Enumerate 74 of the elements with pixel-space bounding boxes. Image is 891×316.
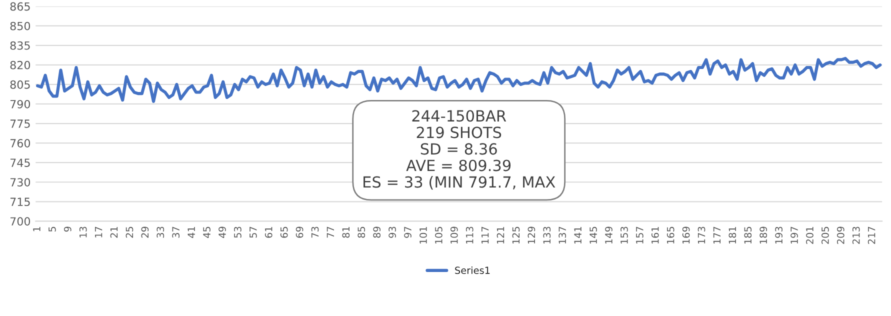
x-tick-label: 133 <box>543 226 551 244</box>
x-tick-label: 129 <box>528 226 536 244</box>
annotation: AVE = 809.39 <box>406 160 511 172</box>
y-tick-label: 790 <box>10 100 30 108</box>
x-tick-label: 81 <box>342 226 350 238</box>
x-tick-label: 21 <box>110 226 118 238</box>
x-tick-label: 213 <box>852 226 860 244</box>
x-tick-label: 153 <box>620 226 628 244</box>
x-tick-label: 205 <box>822 226 829 244</box>
annotation: 244-150BAR <box>412 110 506 122</box>
x-tick-label: 29 <box>141 226 149 238</box>
x-tick-label: 201 <box>806 226 814 244</box>
x-tick-label: 141 <box>574 226 582 244</box>
x-tick-label: 25 <box>126 226 134 238</box>
x-tick-label: 109 <box>450 226 458 244</box>
x-tick-label: 173 <box>698 226 706 244</box>
y-tick-label: 715 <box>10 198 30 206</box>
x-tick-label: 17 <box>95 226 102 238</box>
y-tick-label: 805 <box>10 80 30 89</box>
x-tick-label: 149 <box>605 226 612 244</box>
x-tick-label: 61 <box>264 226 272 238</box>
x-tick-label: 57 <box>250 226 257 238</box>
x-tick-label: 85 <box>358 226 366 238</box>
x-tick-label: 121 <box>496 226 504 244</box>
x-tick-label: 161 <box>651 226 659 244</box>
x-tick-label: 37 <box>172 226 180 238</box>
annotation: 219 SHOTS <box>416 126 502 138</box>
x-tick-label: 145 <box>590 226 597 244</box>
x-tick-label: 125 <box>512 226 520 244</box>
x-tick-label: 65 <box>280 226 288 238</box>
x-tick-label: 113 <box>466 226 474 244</box>
x-tick-label: 101 <box>420 226 427 244</box>
x-tick-label: 165 <box>666 226 674 244</box>
x-tick-label: 93 <box>388 226 396 238</box>
x-tick-label: 97 <box>404 226 412 238</box>
x-tick-label: 217 <box>868 226 876 244</box>
line-series <box>36 56 882 103</box>
x-tick-label: 189 <box>760 226 768 244</box>
x-tick-label: 1 <box>33 226 40 232</box>
x-tick-label: 33 <box>156 226 164 238</box>
y-tick-label: 835 <box>10 41 30 50</box>
y-tick-label: 760 <box>10 139 30 148</box>
x-tick-label: 197 <box>790 226 798 244</box>
x-tick-label: 69 <box>296 226 304 238</box>
y-tick-label: 700 <box>10 217 30 226</box>
x-tick-label: 185 <box>744 226 752 244</box>
x-tick-label: 137 <box>558 226 566 244</box>
x-tick-label: 105 <box>435 226 442 244</box>
x-tick-label: 209 <box>836 226 844 244</box>
x-tick-label: 13 <box>79 226 87 238</box>
x-tick-label: 77 <box>326 226 334 238</box>
y-tick-label: 745 <box>10 158 30 167</box>
x-tick-label: 181 <box>728 226 736 244</box>
x-tick-label: 41 <box>188 226 195 238</box>
x-tick-label: 53 <box>234 226 242 238</box>
x-tick-label: 193 <box>775 226 782 244</box>
annotation: SD = 8.36 <box>420 143 497 155</box>
x-tick-label: 45 <box>203 226 210 238</box>
x-tick-label: 73 <box>311 226 319 238</box>
x-tick-label: 5 <box>48 226 56 232</box>
x-tick-label: 177 <box>713 226 721 244</box>
x-tick-label: 89 <box>373 226 381 238</box>
legend-label: Series1 <box>455 266 490 274</box>
y-tick-label: 775 <box>10 120 30 128</box>
annotation: ES = 33 (MIN 791.7, MAX <box>364 176 556 190</box>
x-tick-label: 169 <box>682 226 690 244</box>
x-tick-label: 117 <box>482 226 489 244</box>
y-tick-label: 865 <box>10 2 30 11</box>
x-tick-label: 9 <box>64 226 72 232</box>
y-tick-label: 850 <box>10 22 30 30</box>
y-tick-label: 820 <box>10 60 30 70</box>
y-tick-label: 730 <box>10 178 30 187</box>
x-tick-label: 157 <box>636 226 644 244</box>
x-tick-label: 49 <box>218 226 226 238</box>
